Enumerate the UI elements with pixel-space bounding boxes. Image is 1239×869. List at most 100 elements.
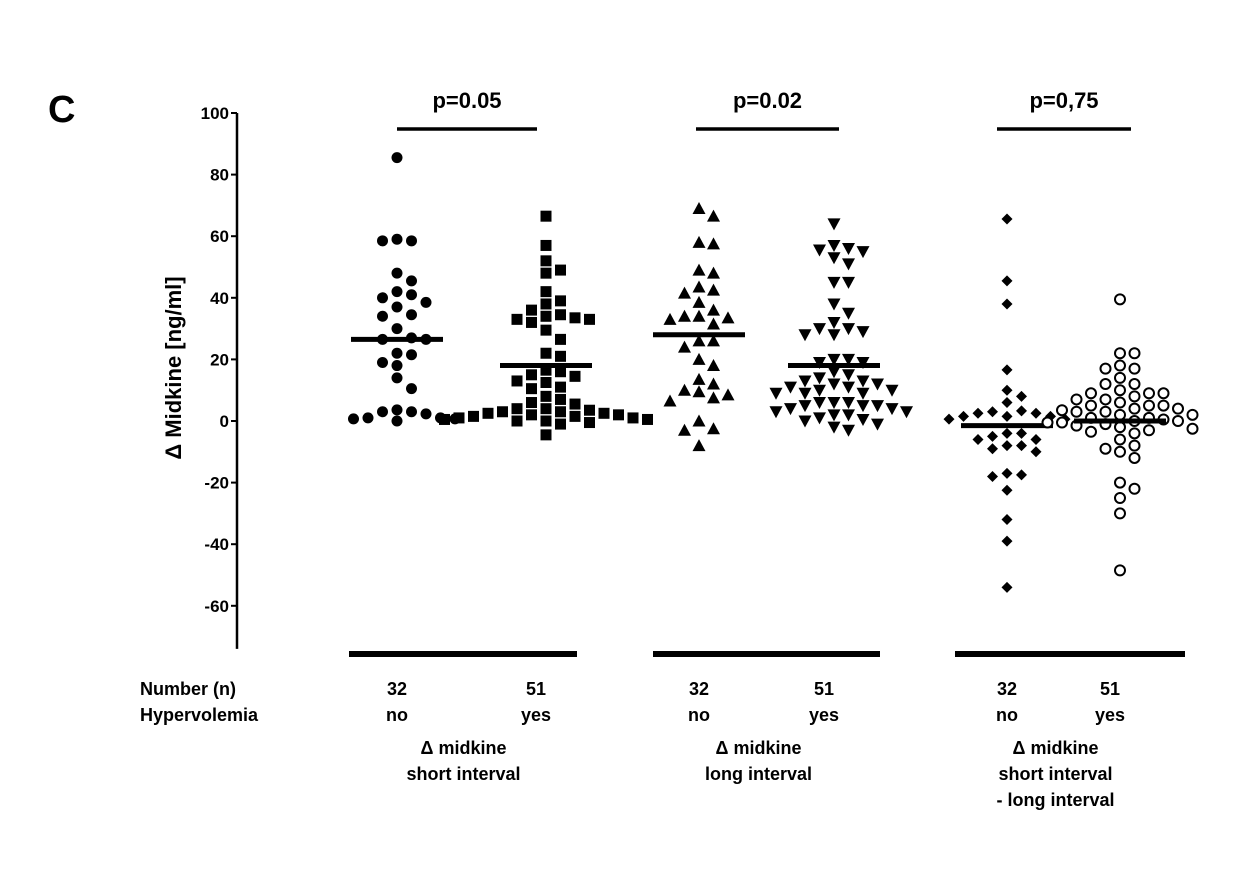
data-point-open-circle [1114,371,1126,384]
data-point-diamond [1001,364,1013,376]
data-point-diamond [987,430,998,442]
data-point-triangle-down [871,378,884,391]
data-point-triangle-down [856,413,870,426]
data-point-square [642,413,653,425]
data-point-triangle-down [900,406,913,419]
data-point-diamond [1001,484,1013,496]
data-point-triangle-up [707,391,720,404]
data-group-yes: 51 yes [439,210,653,725]
data-point-triangle-down [871,400,884,413]
data-point-triangle-up [692,334,706,347]
data-point-square [555,366,566,378]
panel-letter: C [48,89,75,131]
data-point-triangle-up [692,295,706,308]
data-point-circle [420,296,432,308]
data-point-circle [406,275,417,287]
data-point-circle [391,347,403,359]
data-point-square [555,393,566,405]
data-point-square [468,410,479,422]
data-point-open-circle [1099,442,1112,455]
group-n-label: 51 [526,679,546,699]
data-point-triangle-down [827,316,841,329]
comparison-label: Δ midkine [1013,738,1099,758]
data-point-triangle-up [692,385,706,398]
data-point-open-circle [1085,399,1097,412]
data-point-triangle-down [827,378,841,391]
p-value-label: p=0.02 [733,88,802,113]
data-point-open-circle [1128,378,1141,391]
data-point-diamond [1030,407,1042,419]
data-point-circle [391,372,403,384]
y-tick-label: 40 [210,289,229,308]
data-point-triangle-down [856,356,870,369]
y-tick-label: 100 [201,104,229,123]
data-point-open-circle [1041,416,1054,429]
data-point-square [511,313,523,325]
data-point-triangle-up [707,303,720,316]
data-point-square [555,333,566,345]
data-point-open-circle [1128,390,1141,403]
y-tick-label: -60 [204,597,229,616]
data-point-square [540,390,552,402]
data-point-triangle-up [678,423,691,436]
data-point-diamond [1001,427,1013,439]
row-label-hypervolemia: Hypervolemia [140,705,259,725]
data-point-square [555,418,566,430]
data-point-square [526,397,537,409]
data-point-open-circle [1128,427,1141,440]
data-point-diamond [972,407,984,419]
data-point-triangle-down [842,369,855,382]
data-point-triangle-up [692,414,706,427]
group-n-label: 32 [997,679,1017,699]
data-point-triangle-down [842,243,855,256]
data-point-triangle-down [827,397,841,410]
data-point-circle [391,152,403,164]
data-point-square [526,304,537,316]
row-label-number: Number (n) [140,679,236,699]
data-point-open-circle [1114,408,1126,421]
data-point-open-circle [1114,396,1126,409]
data-point-triangle-up [692,263,706,276]
data-point-open-circle [1186,422,1199,435]
data-point-diamond [972,433,984,445]
data-point-open-circle [1128,362,1141,375]
data-point-triangle-down [842,307,855,320]
data-point-triangle-up [692,235,706,248]
data-point-circle [391,286,403,298]
data-point-open-circle [1099,378,1112,391]
data-point-triangle-down [798,400,812,413]
data-point-circle [391,404,403,416]
data-point-open-circle [1114,492,1126,504]
data-point-open-circle [1070,393,1083,406]
data-point-square [526,383,537,395]
data-point-triangle-down [769,406,783,419]
data-point-open-circle [1186,408,1199,421]
data-point-triangle-down [784,381,797,394]
data-group-yes: 51 yes [769,218,913,725]
data-point-open-circle [1157,387,1170,400]
data-point-circle [391,323,403,335]
y-tick-label: -20 [204,474,229,493]
data-point-square [526,316,537,328]
data-point-triangle-down [784,403,797,416]
data-point-triangle-down [856,387,870,400]
data-point-triangle-down [842,323,855,336]
data-point-circle [377,235,388,247]
data-point-square [540,364,552,376]
data-point-open-circle [1099,393,1112,406]
data-point-circle [391,360,403,372]
data-point-circle [391,233,403,245]
data-point-diamond [1030,446,1042,458]
y-tick-label: 60 [210,227,229,246]
data-point-triangle-down [827,353,841,366]
data-point-open-circle [1114,421,1126,434]
comparison-label: Δ midkine [716,738,802,758]
data-point-triangle-down [842,258,855,271]
data-point-triangle-up [707,237,720,250]
data-point-open-circle [1114,347,1126,360]
group-hypervolemia-label: yes [521,705,551,725]
data-point-triangle-up [692,372,706,385]
data-point-triangle-down [856,375,870,388]
data-point-open-circle [1114,507,1126,520]
